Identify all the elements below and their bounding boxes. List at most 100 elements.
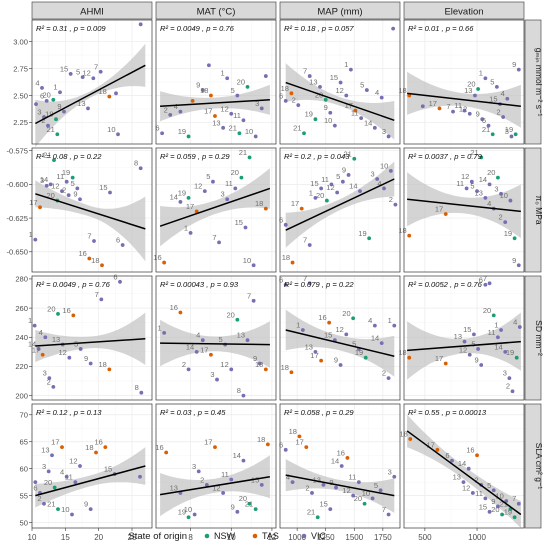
y-tick-label: 70 <box>20 411 28 420</box>
point-label: 19 <box>504 229 512 238</box>
data-point <box>221 491 226 495</box>
point-label: 12 <box>342 486 350 495</box>
data-point <box>473 93 477 98</box>
point-label: 5 <box>336 172 340 181</box>
data-point <box>307 74 312 78</box>
data-point <box>190 98 195 103</box>
point-label: 13 <box>453 473 461 482</box>
point-label: 4 <box>501 89 505 98</box>
point-label: 12 <box>51 182 59 191</box>
point-label: 17 <box>295 438 303 447</box>
data-point <box>162 260 167 265</box>
point-label: 20 <box>46 191 54 200</box>
data-point <box>92 239 96 243</box>
data-point <box>91 76 96 81</box>
point-label: 6 <box>279 275 283 284</box>
panel-border <box>155 403 277 529</box>
data-point <box>192 512 197 517</box>
x-tick-label: 1000 <box>468 533 486 542</box>
row-strip-0: gₘᵢₙ mmol m⁻² s⁻¹ <box>524 19 544 145</box>
row-strip-bg <box>524 19 542 145</box>
point-label: 9 <box>84 500 88 509</box>
x-tick-label: 25 <box>128 533 137 542</box>
confidence-band <box>407 414 521 528</box>
point-label: 12 <box>326 183 334 192</box>
regression-line <box>160 342 270 346</box>
data-point <box>372 323 377 328</box>
data-point <box>62 109 66 114</box>
point-label: 7 <box>95 290 99 299</box>
point-label: 14 <box>349 182 357 191</box>
data-point <box>348 67 353 72</box>
data-point <box>78 197 82 202</box>
point-label: 11 <box>456 179 464 188</box>
data-point <box>475 189 479 194</box>
regression-line <box>407 92 521 108</box>
legend-entry-tas: TAS <box>252 531 279 541</box>
column-strip-label: Elevation <box>444 7 483 18</box>
data-point <box>386 512 391 517</box>
data-point <box>188 231 193 235</box>
data-point <box>100 263 104 268</box>
x-tick-label: 10 <box>28 533 37 542</box>
point-label: 11 <box>321 175 329 184</box>
data-point <box>46 469 51 474</box>
point-label: 13 <box>464 86 472 95</box>
data-point <box>178 109 183 114</box>
regression-line <box>35 465 146 497</box>
regression-line <box>159 476 271 496</box>
data-point <box>52 158 56 163</box>
data-point <box>310 491 314 495</box>
point-label: 7 <box>94 62 98 71</box>
point-label: 7 <box>303 274 307 283</box>
point-label: 11 <box>454 101 462 110</box>
point-label: 9 <box>196 81 200 90</box>
data-point <box>247 501 252 506</box>
point-label: 18 <box>98 360 106 369</box>
point-label: 16 <box>78 249 86 258</box>
point-label: 4 <box>286 473 290 482</box>
data-point <box>283 222 288 227</box>
panel-border <box>279 147 401 273</box>
data-point <box>259 106 264 111</box>
data-point <box>321 482 326 487</box>
data-point <box>516 67 521 72</box>
data-point <box>54 117 58 122</box>
data-point <box>407 233 412 238</box>
panel-border <box>155 147 277 273</box>
data-point <box>48 182 53 187</box>
point-label: 9 <box>231 502 235 511</box>
data-point <box>75 186 80 191</box>
data-point <box>462 108 467 113</box>
data-point <box>32 323 37 328</box>
x-tick-label: 8 <box>188 533 193 542</box>
stat-annotation: R² = 0.079 , p = 0.22 <box>284 280 354 289</box>
column-strip-label: MAT (°C) <box>197 7 236 18</box>
data-point <box>64 474 69 479</box>
point-label: 17 <box>200 345 208 354</box>
point-label: 10 <box>61 505 69 514</box>
panel-border <box>279 403 401 529</box>
y-tick-label: 55 <box>20 491 28 500</box>
column-strip-bg <box>403 1 525 20</box>
point-label: 14 <box>186 342 194 351</box>
data-point <box>251 263 256 268</box>
legend-entry-nsw: NSW <box>204 531 236 541</box>
data-point <box>435 447 440 452</box>
data-point <box>283 447 288 452</box>
data-point <box>367 236 372 241</box>
point-label: 7 <box>483 274 487 283</box>
data-point <box>352 156 357 161</box>
data-point <box>296 103 301 108</box>
point-label: 5 <box>374 481 378 490</box>
data-point <box>66 193 71 198</box>
point-label: 15 <box>330 73 338 82</box>
point-label: 12 <box>58 348 66 357</box>
data-point <box>138 474 142 479</box>
data-point <box>496 175 500 180</box>
point-label: 4 <box>377 179 381 188</box>
data-point <box>462 339 467 344</box>
data-point <box>379 95 384 100</box>
data-point <box>470 491 475 495</box>
